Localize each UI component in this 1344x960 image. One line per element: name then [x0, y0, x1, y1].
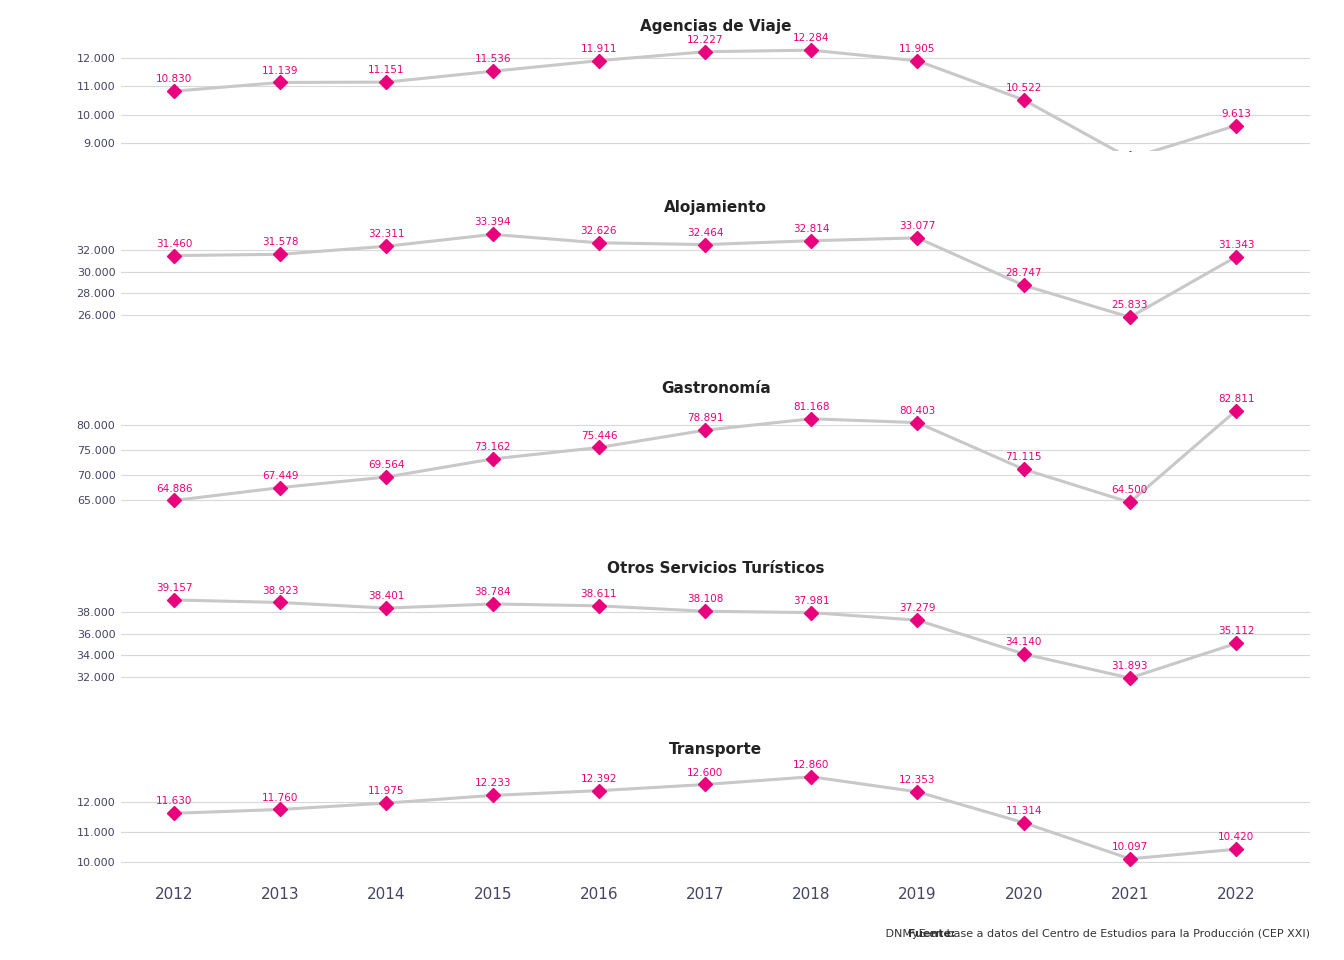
Text: 11.314: 11.314 — [1005, 805, 1042, 816]
Text: 38.784: 38.784 — [474, 587, 511, 597]
Text: 37.279: 37.279 — [899, 603, 935, 613]
Text: 11.139: 11.139 — [262, 65, 298, 76]
Text: 10.420: 10.420 — [1218, 832, 1254, 842]
Text: 10.097: 10.097 — [1111, 842, 1148, 852]
Text: 64.886: 64.886 — [156, 484, 192, 493]
Text: 35.112: 35.112 — [1218, 627, 1254, 636]
Text: 12.392: 12.392 — [581, 774, 617, 783]
Text: 12.227: 12.227 — [687, 35, 723, 45]
Text: 12.600: 12.600 — [687, 768, 723, 778]
Text: 9.613: 9.613 — [1222, 108, 1251, 118]
Text: 38.108: 38.108 — [687, 594, 723, 604]
Text: 11.630: 11.630 — [156, 797, 192, 806]
Text: 10.830: 10.830 — [156, 74, 192, 84]
Text: 64.500: 64.500 — [1111, 486, 1148, 495]
Text: 11.911: 11.911 — [581, 44, 617, 54]
Text: 31.343: 31.343 — [1218, 240, 1254, 250]
Text: 12.233: 12.233 — [474, 779, 511, 788]
Text: DNMyE en base a datos del Centro de Estudios para la Producción (CEP XXI): DNMyE en base a datos del Centro de Estu… — [883, 928, 1310, 939]
Text: 81.168: 81.168 — [793, 402, 829, 412]
Text: 39.157: 39.157 — [156, 583, 192, 593]
Text: 12.860: 12.860 — [793, 759, 829, 770]
Text: 38.923: 38.923 — [262, 586, 298, 595]
Text: 71.115: 71.115 — [1005, 452, 1042, 463]
Text: 11.151: 11.151 — [368, 65, 405, 75]
Text: 10.522: 10.522 — [1005, 83, 1042, 93]
Text: 38.401: 38.401 — [368, 591, 405, 601]
Text: 32.814: 32.814 — [793, 224, 829, 234]
Text: 12.353: 12.353 — [899, 775, 935, 785]
Text: 28.747: 28.747 — [1005, 269, 1042, 278]
Title: Alojamiento: Alojamiento — [664, 200, 767, 215]
Text: 38.611: 38.611 — [581, 588, 617, 599]
Title: Otros Servicios Turísticos: Otros Servicios Turísticos — [607, 562, 824, 576]
Text: 11.905: 11.905 — [899, 44, 935, 54]
Text: 32.311: 32.311 — [368, 229, 405, 239]
Title: Transporte: Transporte — [669, 742, 762, 756]
Text: 31.460: 31.460 — [156, 239, 192, 249]
Text: 12.284: 12.284 — [793, 34, 829, 43]
Text: Fuente:: Fuente: — [907, 929, 956, 939]
Text: 73.162: 73.162 — [474, 442, 511, 452]
Text: 11.760: 11.760 — [262, 793, 298, 803]
Text: 32.626: 32.626 — [581, 226, 617, 236]
Text: 25.833: 25.833 — [1111, 300, 1148, 310]
Text: 11.975: 11.975 — [368, 786, 405, 796]
Text: 32.464: 32.464 — [687, 228, 723, 238]
Text: 34.140: 34.140 — [1005, 636, 1042, 647]
Title: Gastronomía: Gastronomía — [661, 380, 770, 396]
Text: 82.811: 82.811 — [1218, 394, 1254, 403]
Text: 11.536: 11.536 — [474, 55, 511, 64]
Text: 69.564: 69.564 — [368, 460, 405, 470]
Title: Agencias de Viaje: Agencias de Viaje — [640, 19, 792, 35]
Text: 80.403: 80.403 — [899, 406, 935, 416]
Text: 31.893: 31.893 — [1111, 661, 1148, 671]
Text: 78.891: 78.891 — [687, 413, 723, 423]
Text: 31.578: 31.578 — [262, 237, 298, 248]
Text: 33.394: 33.394 — [474, 218, 511, 228]
Text: 67.449: 67.449 — [262, 470, 298, 481]
Text: 33.077: 33.077 — [899, 221, 935, 231]
Text: 75.446: 75.446 — [581, 430, 617, 441]
Text: 37.981: 37.981 — [793, 595, 829, 606]
